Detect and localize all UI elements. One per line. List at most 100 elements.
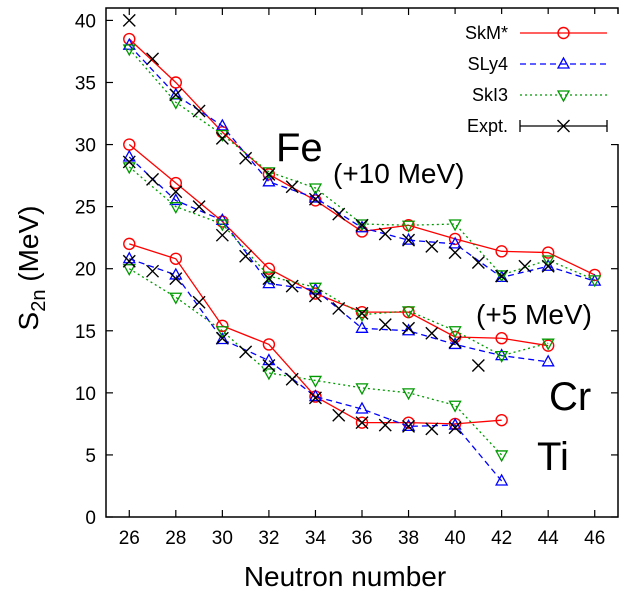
data-point (518, 259, 532, 273)
series-ti-expt (122, 254, 462, 436)
data-point (122, 264, 136, 277)
series-layer (122, 13, 602, 486)
series-line (128, 44, 595, 282)
data-point (401, 419, 416, 432)
data-point (239, 249, 253, 263)
data-point (471, 359, 485, 373)
x-tick-label: 42 (491, 528, 512, 549)
legend-label-skm: SkM* (465, 23, 508, 43)
data-point (308, 282, 323, 295)
legend-marker-sly4 (556, 56, 571, 69)
data-point (495, 270, 509, 283)
data-point (215, 131, 229, 145)
y-tick-label: 15 (75, 322, 96, 343)
data-point (541, 339, 555, 352)
data-point (448, 236, 462, 249)
series-line (129, 243, 502, 425)
data-point (308, 289, 322, 303)
data-point (495, 269, 509, 283)
data-point (239, 345, 253, 359)
y-axis-label: S2n (MeV) (13, 206, 50, 331)
series-line (128, 144, 549, 347)
data-point (355, 416, 369, 429)
series-line (128, 166, 549, 357)
y-tick-label: 5 (85, 446, 96, 467)
data-point (448, 326, 462, 339)
data-point (215, 118, 229, 131)
data-point (308, 183, 323, 196)
data-point (216, 319, 229, 333)
y-tick-label: 40 (75, 11, 96, 32)
data-point (215, 326, 229, 339)
data-point (169, 272, 183, 286)
data-point (588, 275, 602, 288)
data-point (262, 174, 276, 187)
series-line (128, 268, 503, 456)
data-point (262, 338, 276, 351)
data-point (216, 215, 229, 228)
data-point (402, 233, 416, 247)
data-point (402, 419, 416, 433)
data-point (541, 258, 555, 271)
x-tick-label: 32 (258, 528, 279, 549)
data-point (169, 185, 183, 199)
x-tick-label: 38 (398, 528, 419, 549)
data-point (262, 167, 276, 180)
ticks-layer: 26 28 30 32 34 36 38 40 42 44 46 0 5 10 15 20 25 30 35 40 (75, 8, 618, 549)
data-point (262, 167, 276, 181)
data-point (448, 421, 462, 435)
legend-marker-expt (557, 119, 570, 133)
data-point (495, 245, 508, 258)
data-point (285, 279, 299, 293)
legend-label-expt: Expt. (467, 116, 508, 136)
data-point (169, 176, 183, 190)
data-point (401, 232, 416, 245)
series-fe-expt (122, 13, 555, 283)
data-point (588, 268, 601, 282)
data-point (122, 149, 136, 162)
data-point (425, 422, 439, 436)
series-line (128, 48, 595, 281)
data-point (122, 13, 136, 27)
data-point (169, 88, 183, 102)
y-tick-label: 10 (75, 384, 96, 405)
data-point (541, 354, 555, 367)
data-point (425, 326, 439, 340)
data-point (355, 218, 369, 232)
data-point (262, 276, 276, 289)
data-point (378, 418, 392, 432)
data-point (355, 383, 369, 396)
series-ti-skm (123, 237, 508, 431)
y-tick-label: 20 (75, 260, 96, 281)
data-point (378, 227, 392, 241)
data-point (285, 372, 299, 386)
annotation-ti: Ti (537, 435, 569, 479)
y-axis-label-sub: 2n (28, 290, 50, 312)
y-axis-label-unit: (MeV) (13, 206, 44, 290)
x-axis-label: Neutron number (244, 561, 446, 592)
data-point (192, 104, 206, 118)
y-axis-label-main: S (13, 312, 44, 331)
data-point (332, 408, 346, 422)
data-point (448, 335, 462, 349)
data-point (215, 219, 229, 232)
data-point (285, 180, 299, 194)
data-point (448, 337, 462, 350)
data-point (471, 256, 485, 269)
data-point (262, 368, 276, 381)
data-point (541, 246, 555, 259)
data-point (262, 168, 276, 181)
x-tick-label: 36 (351, 528, 372, 549)
data-point (239, 151, 253, 165)
data-point (146, 172, 160, 186)
data-point (401, 306, 416, 319)
data-point (146, 264, 160, 278)
data-point (308, 391, 322, 405)
y-tick-label: 35 (75, 73, 96, 94)
legend-label-ski3: SkI3 (472, 85, 508, 105)
data-point (495, 473, 509, 486)
data-point (401, 323, 416, 336)
data-point (332, 301, 346, 315)
data-point (262, 272, 276, 286)
legend: SkM* SLy4 SkI3 Expt. (430, 14, 622, 144)
